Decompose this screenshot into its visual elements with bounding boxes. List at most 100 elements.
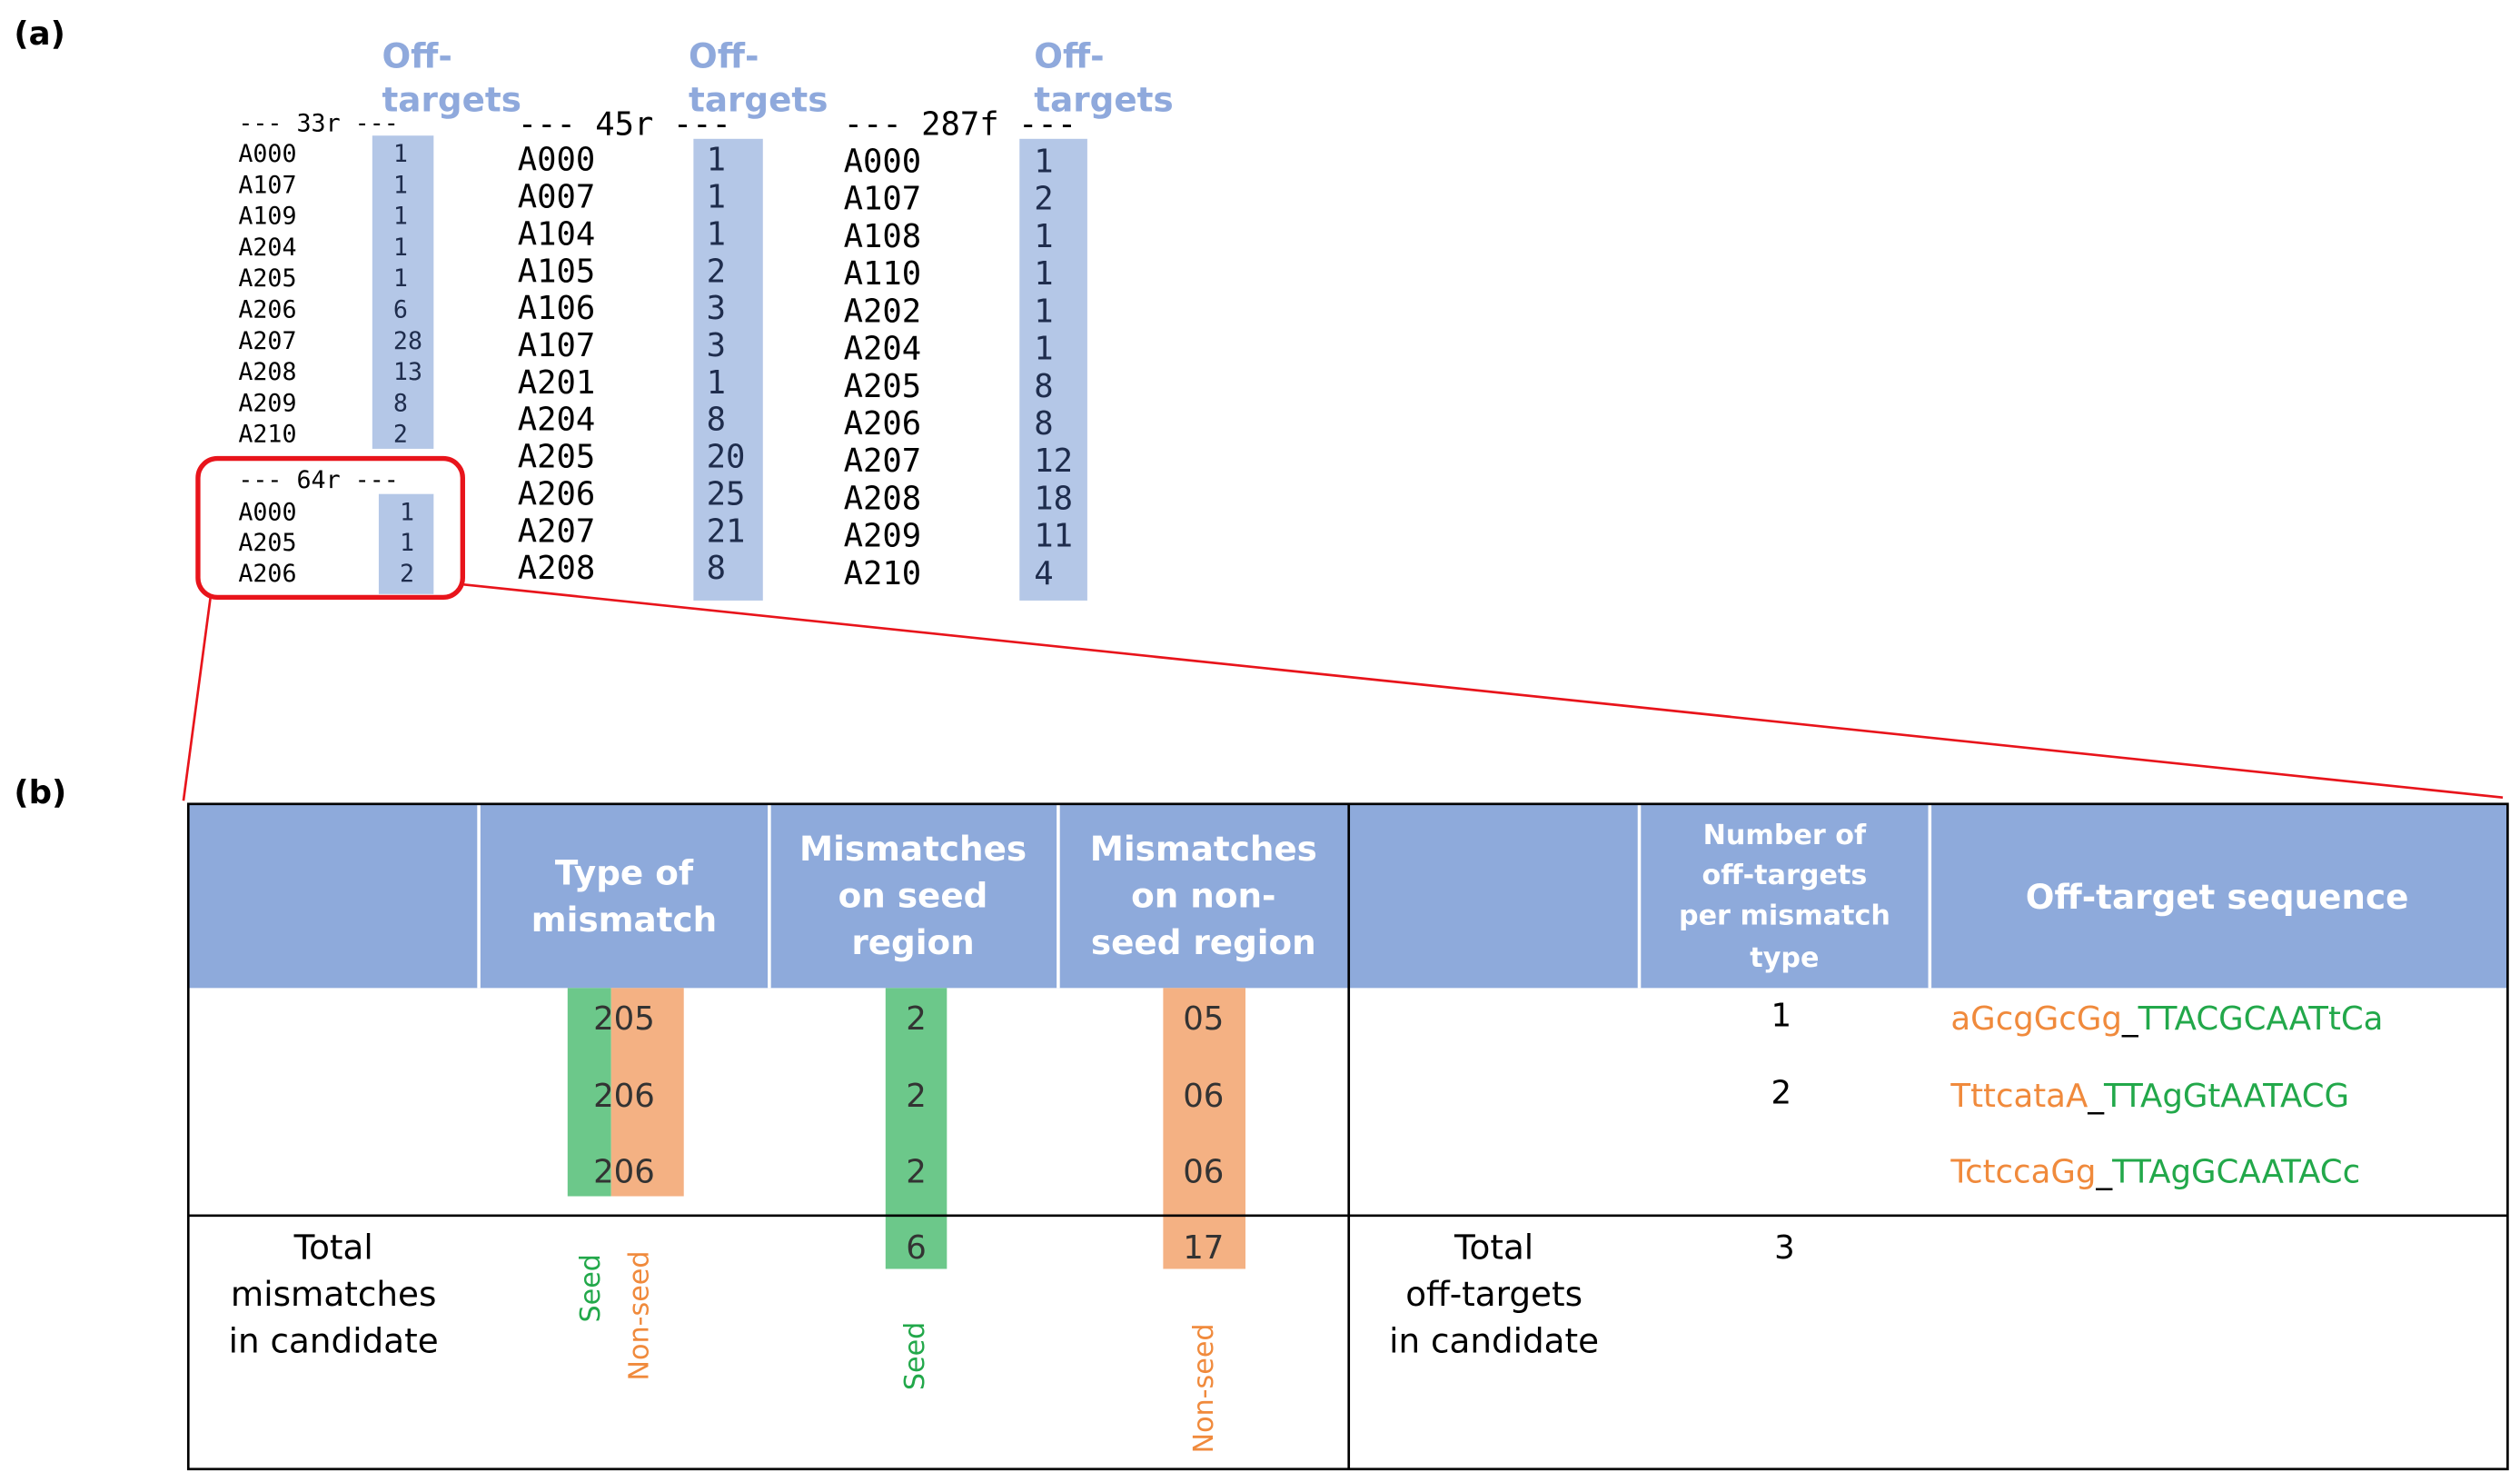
nonseed-total: 17 bbox=[1183, 1229, 1224, 1267]
mismatch-type: 205 bbox=[593, 1000, 655, 1038]
total-label: off-targets bbox=[1405, 1274, 1582, 1314]
sequence-part: TTAgGCAATACc bbox=[2111, 1154, 2360, 1191]
vertical-label: Non-seed bbox=[623, 1250, 655, 1380]
row-id: A204 bbox=[518, 402, 596, 439]
off-target-count: 8 bbox=[393, 389, 408, 417]
off-target-count: 1 bbox=[393, 234, 408, 262]
highlight-bar bbox=[372, 135, 434, 449]
row-id: A205 bbox=[238, 529, 296, 557]
off-target-count: 8 bbox=[707, 402, 726, 439]
seed-highlight bbox=[567, 988, 611, 1197]
column-header: Off- bbox=[382, 35, 451, 75]
total-label: Total bbox=[293, 1228, 373, 1268]
off-target-count: 4 bbox=[1034, 555, 1053, 592]
group-title: --- 287f --- bbox=[844, 106, 1077, 144]
row-id: A204 bbox=[238, 234, 296, 262]
off-target-count: 1 bbox=[1034, 255, 1053, 293]
off-target-count: 2 bbox=[1034, 181, 1053, 218]
sequence-part: TctccaGg bbox=[1950, 1154, 2096, 1191]
off-target-count: 20 bbox=[707, 439, 746, 476]
header-text: on seed bbox=[838, 875, 988, 915]
sequence-part: TttcataA bbox=[1950, 1078, 2088, 1115]
callout-line bbox=[182, 593, 213, 801]
row-id: A210 bbox=[844, 555, 922, 592]
column-header: Off- bbox=[1034, 35, 1104, 75]
column-header: targets bbox=[1034, 79, 1173, 119]
row-id: A106 bbox=[518, 290, 596, 327]
row-id: A202 bbox=[844, 293, 922, 330]
sequence-part: TTACGCAATtCa bbox=[2138, 1000, 2384, 1038]
row-id: A205 bbox=[518, 439, 596, 476]
column-header: targets bbox=[382, 79, 521, 119]
sequence-part: TTAgGtAATACG bbox=[2103, 1078, 2349, 1115]
header-text: on non- bbox=[1131, 875, 1275, 915]
row-id: A208 bbox=[518, 550, 596, 587]
seed-total: 6 bbox=[906, 1229, 927, 1267]
callout-line bbox=[462, 582, 2504, 800]
row-id: A205 bbox=[844, 368, 922, 405]
off-target-count: 1 bbox=[1034, 143, 1053, 180]
row-id: A105 bbox=[518, 253, 596, 290]
off-target-count: 18 bbox=[1034, 480, 1073, 517]
vertical-label: Seed bbox=[575, 1254, 607, 1322]
header-dividers bbox=[477, 803, 1932, 989]
off-target-count: 1 bbox=[1034, 218, 1053, 255]
group-title: --- 64r --- bbox=[238, 466, 398, 494]
off-target-count: 3 bbox=[707, 290, 726, 327]
row-id: A207 bbox=[238, 327, 296, 355]
off-target-count: 1 bbox=[393, 203, 408, 231]
header-text: off-targets bbox=[1701, 860, 1867, 891]
offtarget-total: 3 bbox=[1774, 1229, 1795, 1267]
panel-label: (b) bbox=[14, 774, 66, 811]
nonseed-highlight bbox=[610, 988, 684, 1197]
header-text: Number of bbox=[1703, 820, 1867, 851]
highlight-bar bbox=[378, 493, 434, 594]
off-target-count: 1 bbox=[1034, 331, 1053, 368]
row-id: A107 bbox=[518, 327, 596, 364]
row-id: A209 bbox=[238, 389, 296, 417]
off-target-count: 1 bbox=[707, 142, 726, 179]
offtarget-count: 1 bbox=[1771, 997, 1792, 1034]
off-target-sequence: TttcataA_TTAgGtAATACG bbox=[1950, 1078, 2349, 1115]
row-id: A007 bbox=[518, 179, 596, 216]
row-id: A104 bbox=[518, 215, 596, 253]
highlight-bar bbox=[1019, 138, 1087, 601]
off-target-count: 8 bbox=[707, 550, 726, 587]
highlight-bar bbox=[693, 138, 763, 601]
off-target-count: 1 bbox=[707, 179, 726, 216]
row-id: A209 bbox=[844, 518, 922, 555]
seed-mismatches: 2 bbox=[906, 1078, 927, 1115]
nonseed-highlight bbox=[1163, 988, 1246, 1269]
off-target-sequence: TctccaGg_TTAgGCAATACc bbox=[1950, 1154, 2360, 1191]
header-text: region bbox=[851, 922, 974, 962]
off-target-count: 21 bbox=[707, 512, 746, 550]
row-id: A210 bbox=[238, 421, 296, 449]
mismatch-type: 206 bbox=[593, 1154, 655, 1191]
column-header: Off- bbox=[689, 35, 759, 75]
row-id: A207 bbox=[518, 512, 596, 550]
off-target-count: 13 bbox=[393, 358, 422, 386]
off-target-count: 2 bbox=[400, 560, 414, 588]
panel-label: (a) bbox=[14, 15, 64, 53]
row-id: A208 bbox=[238, 358, 296, 386]
off-target-count: 2 bbox=[707, 253, 726, 290]
header-text: Off-target sequence bbox=[2026, 877, 2409, 917]
vertical-label: Non-seed bbox=[1188, 1323, 1220, 1453]
group-title: --- 33r --- bbox=[238, 109, 398, 137]
sequence-part: _ bbox=[2087, 1078, 2105, 1115]
sequence-part: aGcgGcGg bbox=[1950, 1000, 2121, 1038]
row-id: A000 bbox=[518, 142, 596, 179]
off-target-count: 1 bbox=[1034, 293, 1053, 330]
total-label: Total bbox=[1453, 1228, 1533, 1268]
row-id: A201 bbox=[518, 364, 596, 402]
off-target-count: 1 bbox=[707, 215, 726, 253]
mismatch-type: 206 bbox=[593, 1078, 655, 1115]
vertical-label: Seed bbox=[899, 1322, 931, 1390]
off-target-sequence: aGcgGcGg_TTACGCAATtCa bbox=[1950, 1000, 2383, 1038]
seed-highlight bbox=[885, 988, 947, 1269]
seed-mismatches: 2 bbox=[906, 1000, 927, 1038]
row-id: A206 bbox=[238, 296, 296, 324]
table-border bbox=[186, 802, 2509, 1471]
off-target-count: 8 bbox=[1034, 405, 1053, 443]
